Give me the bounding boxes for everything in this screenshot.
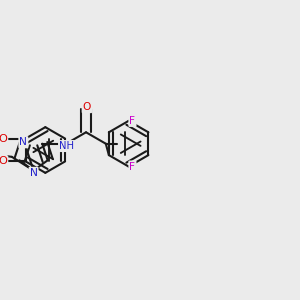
Text: O: O bbox=[83, 102, 91, 112]
Text: N: N bbox=[30, 168, 38, 178]
Text: NH: NH bbox=[59, 141, 74, 151]
Text: N: N bbox=[20, 137, 27, 147]
Text: F: F bbox=[129, 116, 135, 126]
Text: F: F bbox=[129, 161, 135, 172]
Text: O: O bbox=[0, 156, 7, 167]
Text: O: O bbox=[0, 134, 7, 144]
